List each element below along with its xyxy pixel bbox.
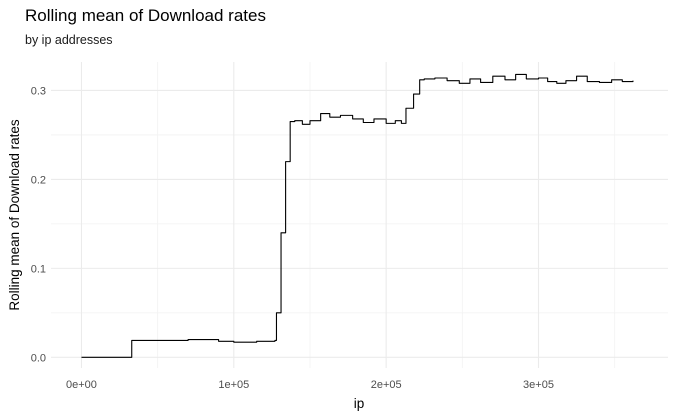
x-tick-label: 3e+05 [523,379,554,391]
y-tick-label: 0.3 [31,85,46,97]
x-tick-label: 0e+00 [66,379,97,391]
series-layer [81,73,634,358]
x-tick-label: 1e+05 [218,379,249,391]
y-axis-ticks: 0.0 0.1 0.2 0.3 [31,85,46,364]
y-tick-label: 0.2 [31,174,46,186]
y-axis-title: Rolling mean of Download rates [7,119,22,311]
x-axis-title: ip [354,396,365,411]
series-line [81,73,634,358]
x-axis-ticks: 0e+00 1e+05 2e+05 3e+05 [66,379,554,391]
y-tick-label: 0.0 [31,352,46,364]
y-tick-label: 0.1 [31,263,46,275]
major-gridlines [51,62,668,368]
chart-subtitle: by ip addresses [25,33,113,47]
chart-title: Rolling mean of Download rates [25,6,266,25]
x-tick-label: 2e+05 [371,379,402,391]
minor-gridlines [51,62,668,368]
